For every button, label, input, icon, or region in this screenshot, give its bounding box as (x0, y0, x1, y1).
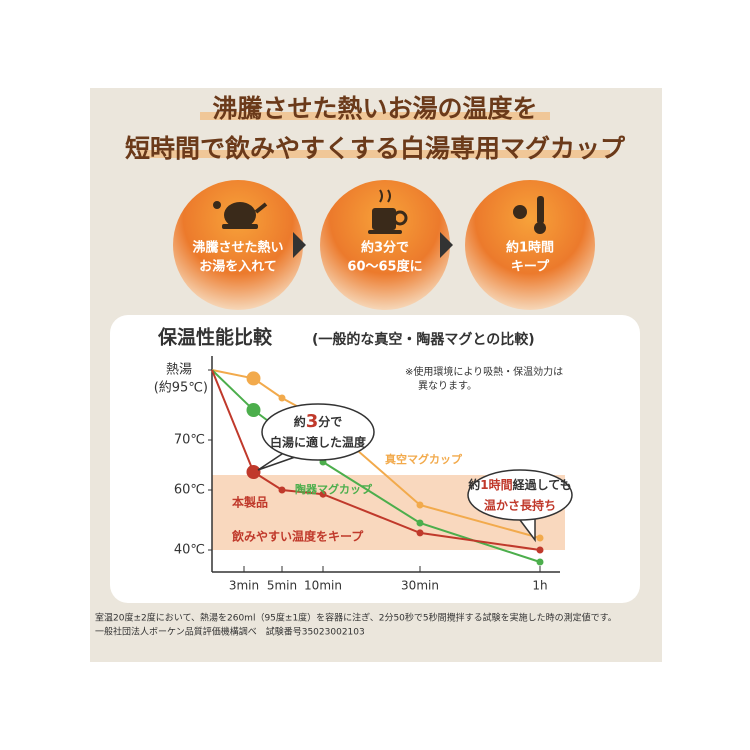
annotation-part: 約 (294, 414, 306, 429)
x-tick-label: 10min (304, 579, 342, 593)
y-tick-label: 熱湯 (166, 363, 192, 378)
y-tick-label: 60℃ (174, 483, 205, 498)
arrow (293, 232, 306, 258)
point (246, 403, 261, 418)
annotation-part: 1時間 (480, 477, 512, 492)
thermo-icon (513, 196, 546, 234)
kettle-icon (213, 201, 268, 229)
legend-label: 本製品 (232, 495, 268, 510)
point (416, 519, 424, 527)
chart-title: 保温性能比較 (157, 326, 273, 349)
legend-label: 陶器マグカップ (295, 482, 373, 496)
y-tick-label: 40℃ (174, 543, 205, 558)
step-text: お湯を入れて (199, 259, 277, 275)
step-circle (173, 180, 303, 310)
annotation: 約3分で (294, 411, 343, 432)
x-tick-label: 1h (532, 579, 547, 593)
step-text: 沸騰させた熱い (192, 240, 283, 256)
point (278, 394, 286, 402)
y-tick-label: 70℃ (174, 433, 205, 448)
annotation: 白湯に適した温度 (270, 435, 367, 450)
step-text: キープ (511, 260, 550, 275)
footnote: 一般社団法人ボーケン品質評価機構調べ 試験番号35023002103 (95, 626, 365, 638)
point (278, 486, 286, 494)
steps (173, 180, 595, 310)
annotation-part: 経過しても (513, 477, 572, 492)
note: 異なります。 (418, 380, 477, 392)
y-tick-label: (約95℃) (154, 381, 208, 396)
footnote: 室温20度±2度において、熱湯を260ml（95度±1度）を容器に注ぎ、2分50… (95, 612, 617, 624)
step-circle (465, 180, 595, 310)
underline (200, 112, 550, 120)
cup-icon (368, 189, 408, 234)
step-circle (320, 180, 450, 310)
step-text: 60〜65度に (347, 259, 422, 275)
point (246, 465, 261, 479)
title: 短時間で飲みやすくする白湯専用マグカップ (125, 134, 626, 163)
annotation: 温かさ長持ち (484, 498, 556, 513)
point (319, 490, 327, 498)
series-line (211, 369, 541, 551)
point (536, 534, 544, 542)
point (536, 558, 544, 566)
point (246, 371, 261, 386)
step-text: 約1時間 (506, 240, 554, 256)
arrow (440, 232, 453, 258)
annotation: 約1時間経過しても (468, 477, 571, 492)
bubble (261, 403, 375, 461)
chart-card (110, 315, 640, 603)
x-tick-label: 3min (229, 579, 259, 593)
point (416, 501, 424, 509)
x-tick-label: 30min (401, 579, 439, 593)
underline (140, 150, 610, 158)
step-text: 約3分で (361, 240, 409, 256)
x-tick-label: 5min (267, 579, 297, 593)
annotation-part: 3 (306, 411, 319, 432)
point (416, 529, 424, 537)
chart-subtitle: (一般的な真空・陶器マグとの比較) (312, 331, 535, 348)
legend-label: 真空マグカップ (385, 452, 463, 466)
annotation-part: 分で (318, 414, 342, 429)
bubble (467, 469, 573, 521)
plot: 飲みやすい温度をキープ 40℃ 60℃ 70℃ 熱湯 (約95℃) 3min 5min 10mi… (154, 356, 573, 593)
title: 沸騰させた熱いお湯の温度を (212, 94, 537, 123)
point (536, 546, 544, 554)
band-label: 飲みやすい温度をキープ (231, 529, 364, 544)
note: ※使用環境により吸熱・保温効力は (405, 365, 563, 378)
annotation-part: 約 (468, 477, 480, 492)
